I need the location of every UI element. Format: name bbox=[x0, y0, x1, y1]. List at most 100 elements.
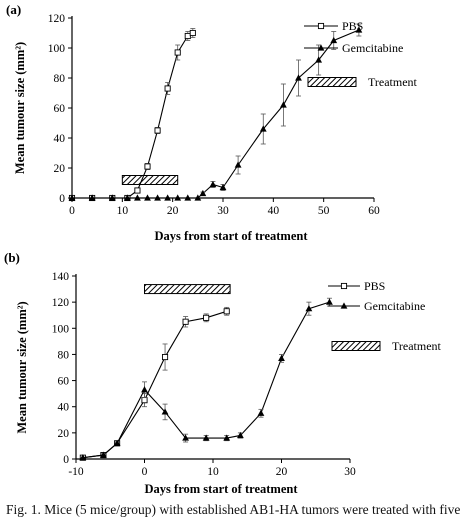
gemcitabine-data-point bbox=[259, 125, 267, 132]
x-tick-label: 10 bbox=[117, 205, 129, 217]
y-tick-label: 60 bbox=[58, 376, 70, 388]
y-tick-label: 60 bbox=[54, 103, 66, 115]
gemcitabine-data-point bbox=[209, 180, 217, 188]
legend-treatment-swatch bbox=[307, 77, 357, 87]
chart-panel-a: (a) 0 10 20 30 40 50 60 0 20 40 60 80 100 120 Days from… bbox=[6, 2, 418, 243]
y-tick-label: 140 bbox=[52, 271, 70, 283]
gemcitabine-data-point bbox=[199, 189, 207, 197]
x-tick-label: 30 bbox=[217, 205, 229, 217]
gemcitabine-data-point bbox=[234, 161, 242, 168]
y-tick-label: 120 bbox=[52, 297, 70, 309]
pbs-data-point bbox=[184, 32, 191, 40]
legend-marker bbox=[317, 22, 325, 30]
gemcitabine-data-point bbox=[194, 194, 202, 201]
x-tick-label: -10 bbox=[68, 466, 84, 478]
legend-treatment-swatch bbox=[331, 341, 381, 351]
y-tick-label: 0 bbox=[59, 193, 65, 205]
gemcitabine-data-point bbox=[257, 409, 265, 416]
gemcitabine-data-point bbox=[161, 408, 169, 415]
x-tick-label: 40 bbox=[268, 205, 280, 217]
gemcitabine-data-point bbox=[108, 194, 116, 201]
gemcitabine-series-line bbox=[72, 29, 360, 199]
y-tick-label: 0 bbox=[63, 454, 69, 466]
y-tick-label: 20 bbox=[58, 428, 70, 440]
panel-label: (b) bbox=[4, 250, 20, 265]
pbs-data-point bbox=[174, 49, 181, 56]
legend-label: Treatment bbox=[368, 75, 418, 89]
gemcitabine-data-point bbox=[315, 56, 323, 63]
gemcitabine-data-point bbox=[144, 194, 151, 201]
gemcitabine-data-point bbox=[184, 194, 192, 201]
gemcitabine-data-point bbox=[305, 305, 313, 312]
gemcitabine-data-point bbox=[68, 194, 76, 201]
x-tick-label: 20 bbox=[276, 466, 288, 478]
x-tick-label: 20 bbox=[167, 205, 179, 217]
gemcitabine-data-point bbox=[237, 431, 244, 439]
treatment-bar bbox=[144, 284, 231, 295]
legend-label: Gemcitabine bbox=[364, 299, 425, 313]
x-axis-label: Days from start of treatment bbox=[145, 482, 299, 496]
pbs-data-point bbox=[189, 29, 196, 37]
pbs-data-point bbox=[203, 314, 210, 321]
gemcitabine-data-point bbox=[113, 439, 121, 446]
pbs-data-point bbox=[134, 187, 141, 194]
pbs-data-point bbox=[161, 353, 169, 361]
figure-caption: Fig. 1. Mice (5 mice/group) with establi… bbox=[6, 502, 461, 517]
gemcitabine-data-point bbox=[164, 194, 172, 201]
x-tick-label: 10 bbox=[207, 466, 219, 478]
gemcitabine-data-point bbox=[134, 194, 141, 201]
y-tick-label: 20 bbox=[54, 163, 66, 175]
x-tick-label: 0 bbox=[69, 205, 75, 217]
y-axis-label: Mean tumour size (mm²) bbox=[13, 42, 27, 174]
gemcitabine-data-point bbox=[326, 298, 333, 305]
y-tick-label: 120 bbox=[48, 13, 66, 25]
panel-label: (a) bbox=[6, 2, 21, 17]
gemcitabine-data-point bbox=[154, 194, 161, 201]
legend-marker bbox=[340, 282, 348, 290]
legend-label: PBS bbox=[364, 279, 385, 293]
gemcitabine-data-point bbox=[280, 101, 287, 108]
y-tick-label: 100 bbox=[52, 323, 70, 335]
gemcitabine-data-point bbox=[355, 26, 363, 33]
gemcitabine-data-point bbox=[141, 386, 148, 393]
y-tick-label: 100 bbox=[48, 43, 66, 55]
y-tick-label: 40 bbox=[54, 133, 66, 145]
x-tick-label: 0 bbox=[142, 466, 148, 478]
x-axis-label: Days from start of treatment bbox=[155, 229, 309, 243]
x-tick-label: 50 bbox=[318, 205, 330, 217]
gemcitabine-data-point bbox=[330, 36, 338, 44]
x-tick-label: 30 bbox=[344, 466, 356, 478]
x-tick-label: 60 bbox=[368, 205, 380, 217]
legend-label: PBS bbox=[342, 19, 363, 33]
gemcitabine-data-point bbox=[174, 194, 182, 201]
legend-label: Treatment bbox=[392, 339, 442, 353]
gemcitabine-data-point bbox=[88, 194, 96, 201]
y-tick-label: 80 bbox=[54, 73, 66, 85]
gemcitabine-data-point bbox=[100, 451, 107, 458]
gemcitabine-data-point bbox=[278, 354, 285, 361]
gemcitabine-data-point bbox=[79, 454, 87, 461]
pbs-data-point bbox=[144, 163, 151, 170]
treatment-bar bbox=[121, 175, 179, 185]
gemcitabine-data-point bbox=[123, 194, 131, 201]
pbs-series-line bbox=[72, 32, 194, 199]
gemcitabine-data-point bbox=[202, 434, 210, 441]
gemcitabine-data-point bbox=[223, 434, 231, 441]
y-axis-label: Mean tumour size (mm²) bbox=[15, 301, 29, 433]
pbs-data-point bbox=[141, 397, 148, 404]
y-tick-label: 40 bbox=[58, 402, 70, 414]
legend-marker bbox=[317, 44, 325, 51]
pbs-data-point bbox=[164, 85, 171, 92]
gemcitabine-series-line bbox=[82, 301, 330, 459]
legend-label: Gemcitabine bbox=[342, 41, 403, 55]
gemcitabine-data-point bbox=[219, 183, 227, 191]
pbs-data-point bbox=[223, 308, 230, 315]
legend-marker bbox=[340, 302, 348, 309]
gemcitabine-data-point bbox=[295, 74, 302, 81]
y-tick-label: 80 bbox=[58, 349, 70, 361]
pbs-data-point bbox=[182, 318, 189, 325]
gemcitabine-data-point bbox=[182, 434, 189, 441]
pbs-data-point bbox=[154, 127, 161, 134]
